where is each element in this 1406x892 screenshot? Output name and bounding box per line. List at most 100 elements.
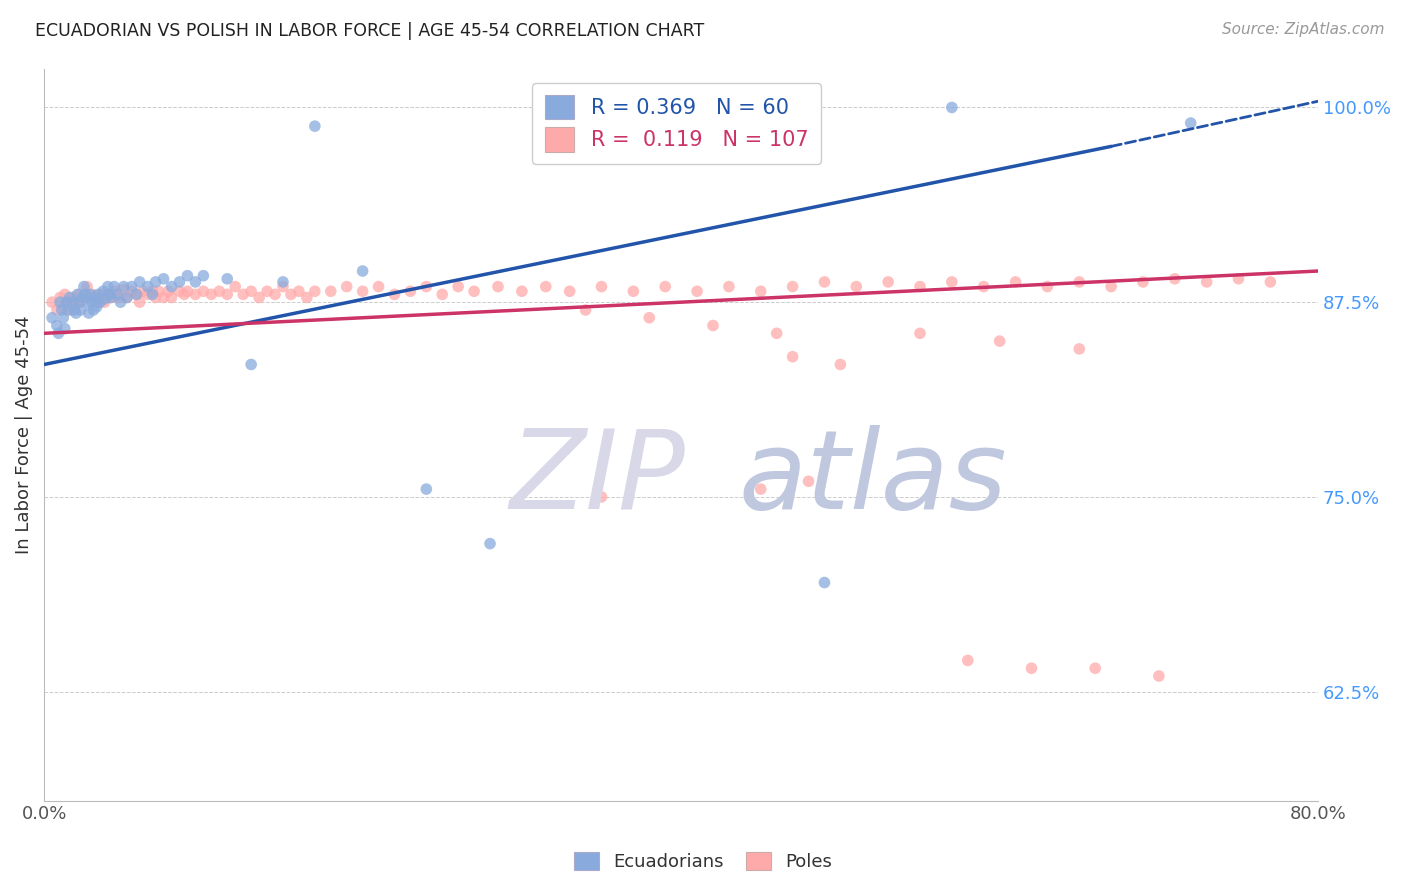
Point — [193, 268, 215, 283]
Point — [447, 279, 470, 293]
Point — [988, 334, 1011, 348]
Point — [1036, 279, 1059, 293]
Point — [97, 287, 120, 301]
Point — [1084, 661, 1107, 675]
Point — [702, 318, 724, 333]
Point — [62, 291, 84, 305]
Point — [184, 287, 207, 301]
Point — [136, 279, 159, 293]
Point — [160, 291, 183, 305]
Point — [384, 287, 406, 301]
Point — [90, 287, 112, 301]
Point — [486, 279, 509, 293]
Point — [1180, 116, 1202, 130]
Point — [1021, 661, 1043, 675]
Point — [80, 295, 103, 310]
Point — [1195, 275, 1218, 289]
Point — [53, 287, 76, 301]
Point — [125, 287, 148, 301]
Text: ECUADORIAN VS POLISH IN LABOR FORCE | AGE 45-54 CORRELATION CHART: ECUADORIAN VS POLISH IN LABOR FORCE | AG… — [35, 22, 704, 40]
Point — [82, 302, 104, 317]
Point — [415, 279, 437, 293]
Point — [87, 287, 110, 301]
Point — [108, 291, 131, 305]
Point — [65, 306, 87, 320]
Point — [141, 285, 163, 299]
Point — [86, 300, 108, 314]
Point — [510, 285, 533, 299]
Point — [1147, 669, 1170, 683]
Point — [41, 295, 63, 310]
Legend: Ecuadorians, Poles: Ecuadorians, Poles — [567, 845, 839, 879]
Point — [1069, 342, 1091, 356]
Point — [80, 287, 103, 301]
Point — [813, 275, 835, 289]
Point — [304, 285, 326, 299]
Point — [479, 536, 502, 550]
Point — [1069, 275, 1091, 289]
Point — [148, 285, 170, 299]
Point — [76, 279, 98, 293]
Point — [160, 279, 183, 293]
Point — [782, 279, 804, 293]
Point — [75, 287, 97, 301]
Point — [93, 292, 115, 306]
Point — [56, 302, 79, 317]
Point — [69, 295, 91, 310]
Point — [89, 295, 111, 310]
Point — [66, 287, 89, 301]
Point — [534, 279, 557, 293]
Point — [558, 285, 581, 299]
Point — [1004, 275, 1026, 289]
Point — [169, 275, 191, 289]
Point — [112, 279, 135, 293]
Point — [240, 358, 263, 372]
Point — [193, 285, 215, 299]
Point — [717, 279, 740, 293]
Point — [956, 653, 979, 667]
Point — [271, 279, 294, 293]
Y-axis label: In Labor Force | Age 45-54: In Labor Force | Age 45-54 — [15, 315, 32, 554]
Point — [208, 285, 231, 299]
Point — [48, 326, 70, 341]
Point — [813, 575, 835, 590]
Point — [84, 291, 107, 305]
Point — [56, 295, 79, 310]
Point — [941, 100, 963, 114]
Point — [1132, 275, 1154, 289]
Point — [62, 295, 84, 310]
Point — [782, 350, 804, 364]
Text: atlas: atlas — [738, 425, 1007, 532]
Point — [200, 287, 222, 301]
Point — [73, 279, 96, 293]
Point — [256, 285, 278, 299]
Point — [638, 310, 661, 325]
Point — [112, 283, 135, 297]
Point — [240, 285, 263, 299]
Point — [280, 287, 302, 301]
Point — [1227, 272, 1250, 286]
Point — [73, 291, 96, 305]
Point — [77, 291, 100, 305]
Point — [184, 275, 207, 289]
Point — [336, 279, 359, 293]
Point — [97, 279, 120, 293]
Point — [217, 272, 239, 286]
Point — [49, 291, 72, 305]
Point — [128, 275, 150, 289]
Point — [157, 285, 180, 299]
Point — [367, 279, 389, 293]
Point — [100, 291, 122, 305]
Point — [152, 272, 174, 286]
Point — [765, 326, 787, 341]
Point — [797, 475, 820, 489]
Text: ZIP: ZIP — [509, 425, 685, 532]
Point — [103, 279, 125, 293]
Point — [63, 302, 86, 317]
Point — [432, 287, 454, 301]
Point — [58, 302, 80, 317]
Point — [319, 285, 342, 299]
Legend: R = 0.369   N = 60, R =  0.119   N = 107: R = 0.369 N = 60, R = 0.119 N = 107 — [533, 83, 821, 164]
Point — [141, 287, 163, 301]
Point — [1099, 279, 1122, 293]
